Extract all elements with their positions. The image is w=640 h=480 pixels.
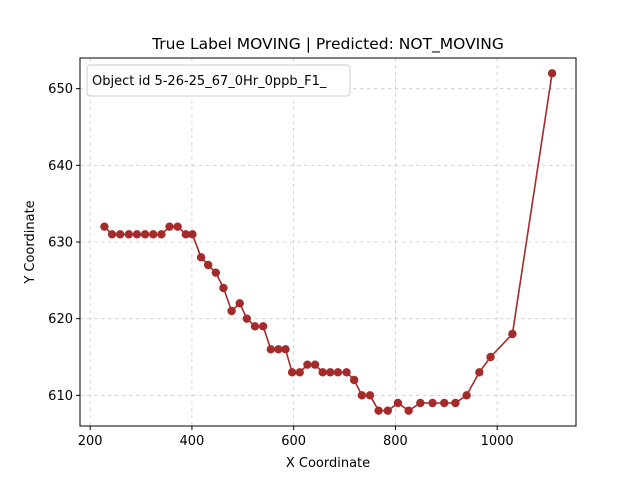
data-point [334,368,342,376]
data-point [259,322,267,330]
data-point [318,368,326,376]
data-point [281,345,289,353]
y-axis-title: Y Coordinate [23,200,38,284]
legend: Object id 5-26-25_67_0Hr_0ppb_F1_ [87,65,350,96]
data-point [296,368,304,376]
data-point [288,368,296,376]
legend-entry: Object id 5-26-25_67_0Hr_0ppb_F1_ [92,74,327,89]
data-point [440,399,448,407]
data-point [149,230,157,238]
y-tick-label: 620 [48,312,73,327]
data-point [108,230,116,238]
x-tick-label: 200 [78,434,103,449]
data-point [394,399,402,407]
x-axis: 200 400 600 800 1000 [78,426,514,449]
data-point [157,230,165,238]
y-tick-label: 610 [48,389,73,404]
data-point [416,399,424,407]
data-point [358,391,366,399]
data-point [428,399,436,407]
data-point [133,230,141,238]
data-point [350,376,358,384]
data-point [236,299,244,307]
data-point [219,284,227,292]
data-point [475,368,483,376]
data-point [384,406,392,414]
data-point [251,322,259,330]
chart-title: True Label MOVING | Predicted: NOT_MOVIN… [151,35,504,54]
data-point [404,406,412,414]
y-tick-label: 630 [48,236,73,251]
y-axis: 610 620 630 640 650 [48,82,80,404]
data-point [374,406,382,414]
data-point [197,253,205,261]
data-point [100,222,108,230]
y-tick-label: 650 [48,82,73,97]
data-point [462,391,470,399]
data-point [451,399,459,407]
data-point [125,230,133,238]
data-point [165,222,173,230]
x-tick-label: 400 [180,434,205,449]
data-point [486,353,494,361]
x-tick-label: 1000 [481,434,514,449]
x-axis-title: X Coordinate [286,456,370,471]
data-point [173,222,181,230]
data-point [311,360,319,368]
x-tick-label: 800 [383,434,408,449]
data-point [548,69,556,77]
data-point [342,368,350,376]
x-tick-label: 600 [281,434,306,449]
data-point [116,230,124,238]
data-point [188,230,196,238]
data-point [227,307,235,315]
data-point [326,368,334,376]
data-point [141,230,149,238]
data-point [267,345,275,353]
data-point [204,261,212,269]
data-point [508,330,516,338]
data-point [303,360,311,368]
data-point [366,391,374,399]
data-point [212,268,220,276]
data-point [243,314,251,322]
y-tick-label: 640 [48,159,73,174]
